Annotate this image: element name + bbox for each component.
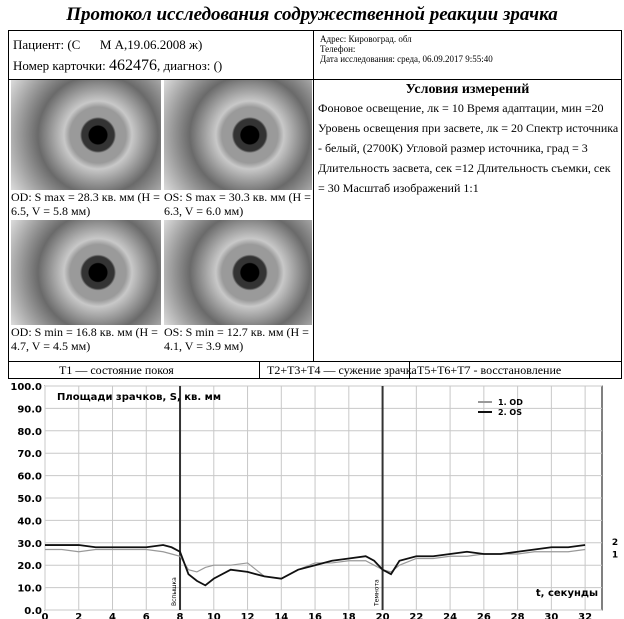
x-tick-label: 12	[241, 612, 255, 619]
x-tick-label: 6	[143, 612, 150, 619]
y-tick-label: 40.0	[17, 516, 42, 527]
phases-row: T1 — состояние покоя T2+T3+T4 — сужение …	[8, 361, 622, 379]
chart-title: Площади зрачков, S, кв. мм	[57, 392, 221, 403]
y-tick-label: 70.0	[17, 449, 42, 460]
photo-caption: OD: S min = 16.8 кв. мм (H = 4.7, V = 4.…	[11, 325, 158, 353]
conditions-title: Условия измерений	[405, 82, 530, 97]
legend-label: 2. OS	[498, 408, 522, 417]
x-tick-label: 32	[578, 612, 592, 619]
event-label: Темнота	[374, 579, 381, 607]
y-tick-label: 100.0	[10, 382, 42, 393]
y-tick-label: 0.0	[24, 606, 42, 617]
photos-box: OD: S max = 28.3 кв. мм (H = 6.5, V = 5.…	[8, 79, 314, 362]
phase: T2+T3+T4 — сужение зрачка	[267, 363, 417, 377]
photo-caption: OS: S min = 12.7 кв. мм (H = 4.1, V = 3.…	[164, 325, 309, 353]
eye-photo	[11, 220, 161, 325]
eye-photo	[164, 80, 312, 190]
x-tick-label: 2	[75, 612, 82, 619]
x-tick-label: 18	[342, 612, 356, 619]
conditions-text: Фоновое освещение, лк = 10 Время адаптац…	[318, 101, 619, 195]
phase: T1 — состояние покоя	[59, 363, 174, 377]
phone: Телефон:	[320, 44, 356, 54]
x-tick-label: 16	[308, 612, 322, 619]
y-tick-label: 80.0	[17, 427, 42, 438]
photo-caption: OS: S max = 30.3 кв. мм (H = 6.3, V = 6.…	[164, 190, 311, 218]
event-label: Вспышка	[171, 577, 178, 606]
series-line	[45, 544, 586, 587]
x-tick-label: 30	[544, 612, 558, 619]
card-number: 462476	[108, 57, 157, 74]
y-tick-label: 30.0	[17, 539, 42, 550]
end-label: 1	[612, 551, 618, 561]
card-line: Номер карточки: 462476, диагноз: ()	[13, 57, 222, 75]
x-tick-label: 14	[274, 612, 288, 619]
x-tick-label: 22	[409, 612, 423, 619]
patient-name: Пациент: (С М А,19.06.2008 ж)	[13, 37, 203, 52]
photo-caption: OD: S max = 28.3 кв. мм (H = 6.5, V = 5.…	[11, 190, 160, 218]
legend-label: 1. OD	[498, 398, 523, 407]
x-tick-label: 8	[177, 612, 184, 619]
y-tick-label: 60.0	[17, 472, 42, 483]
x-tick-label: 26	[477, 612, 491, 619]
eye-photo	[164, 220, 312, 325]
date: Дата исследования: среда, 06.09.2017 9:5…	[320, 54, 493, 64]
y-tick-label: 20.0	[17, 561, 42, 572]
title: Протокол исследования содружественной ре…	[66, 4, 558, 25]
y-tick-label: 10.0	[17, 584, 42, 595]
patient-box: Пациент: (С М А,19.06.2008 ж) Номер карт…	[8, 30, 314, 80]
x-tick-label: 28	[511, 612, 525, 619]
x-axis-label: t, секунды	[536, 588, 598, 599]
phase: T5+T6+T7 - восстановление	[417, 363, 562, 377]
y-tick-label: 50.0	[17, 494, 42, 505]
contact-box: Адрес: Кировоград. обл Телефон: Дата исс…	[313, 30, 622, 80]
x-tick-label: 4	[109, 612, 116, 619]
x-tick-label: 0	[42, 612, 49, 619]
address: Адрес: Кировоград. обл	[320, 34, 412, 44]
eye-photo	[11, 80, 161, 190]
y-tick-label: 90.0	[17, 404, 42, 415]
card-label: Номер карточки:	[13, 58, 109, 73]
x-tick-label: 10	[207, 612, 221, 619]
x-tick-label: 24	[443, 612, 457, 619]
x-tick-label: 20	[376, 612, 390, 619]
end-label: 2	[612, 538, 618, 548]
chart: 0.0 10.0 20.0 30.0 40.0 50.0 60.0 70.0 80.0 90.0 1…	[10, 382, 618, 619]
conditions-box: Условия измерений Фоновое освещение, лк …	[313, 79, 622, 362]
diagnosis: , диагноз: ()	[156, 58, 223, 73]
